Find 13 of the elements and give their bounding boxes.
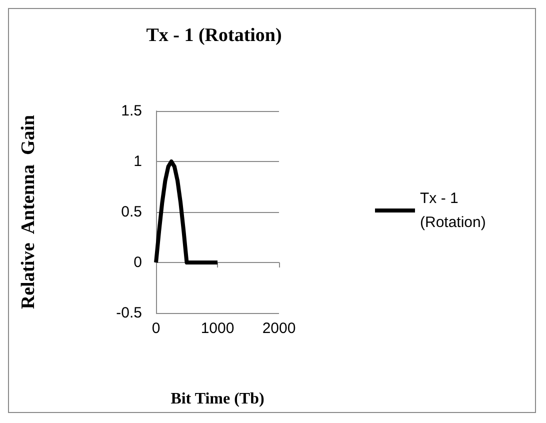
y-axis-title: Relative Antenna Gain bbox=[18, 114, 39, 310]
x-tick-label: 1000 bbox=[200, 320, 234, 337]
chart-title: Tx - 1 (Rotation) bbox=[146, 25, 282, 46]
y-tick-label: 1 bbox=[134, 153, 142, 170]
x-tick-label: 2000 bbox=[262, 320, 296, 337]
y-tick-label: 1.5 bbox=[121, 102, 142, 120]
legend-label: Tx - 1 (Rotation) bbox=[420, 190, 486, 231]
y-tick-label: 0 bbox=[134, 254, 142, 271]
x-tick-label: 0 bbox=[152, 320, 160, 337]
y-tick-label: 0.5 bbox=[121, 204, 142, 220]
x-axis-title: Bit Time (Tb) bbox=[170, 390, 264, 408]
line-series bbox=[154, 160, 220, 264]
y-tick-label: -0.5 bbox=[116, 304, 142, 322]
